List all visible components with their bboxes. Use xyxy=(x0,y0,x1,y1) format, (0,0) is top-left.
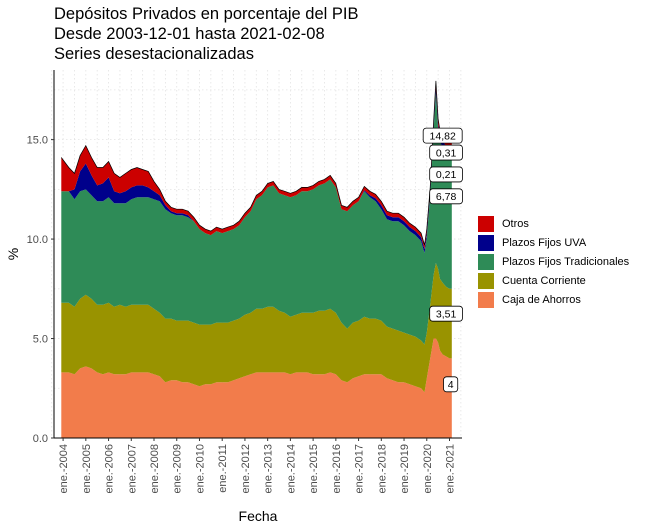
y-tick-label: 15.0 xyxy=(27,135,48,147)
legend-swatch xyxy=(478,291,494,308)
value-label: 0,21 xyxy=(436,169,457,181)
legend-item: Plazos Fijos UVA xyxy=(478,233,629,252)
area-cuenta-corriente xyxy=(61,263,452,393)
value-label-box xyxy=(429,144,463,161)
x-tick-label: ene.-2014 xyxy=(285,444,297,494)
value-label-box xyxy=(429,305,463,322)
chart-title-line-3: Series desestacionalizadas xyxy=(54,45,254,63)
x-tick-label: ene.-2012 xyxy=(240,444,252,494)
x-tick-label: ene.-2015 xyxy=(308,444,320,494)
legend-label: Plazos Fijos Tradicionales xyxy=(502,255,630,268)
x-tick-label: ene.-2016 xyxy=(331,444,343,494)
x-axis-title: Fecha xyxy=(239,508,278,524)
x-tick-label: ene.-2005 xyxy=(81,444,93,494)
x-tick-label: ene.-2010 xyxy=(194,444,206,494)
x-tick-label: ene.-2006 xyxy=(104,444,116,494)
legend-swatch xyxy=(478,234,494,251)
legend: Otros Plazos Fijos UVA Plazos Fijos Tradic… xyxy=(478,214,629,309)
x-tick-label: ene.-2009 xyxy=(172,444,184,494)
x-tick-label: ene.-2013 xyxy=(263,444,275,494)
legend-label: Caja de Ahorros xyxy=(502,293,581,306)
area-caja-de-ahorros xyxy=(61,338,452,438)
x-tick-label: ene.-2019 xyxy=(399,444,411,494)
legend-swatch xyxy=(478,253,494,270)
value-label: 4 xyxy=(448,379,454,391)
chart-title-line-1: Depósitos Privados en porcentaje del PIB xyxy=(54,5,359,23)
y-tick-label: 10.0 xyxy=(27,234,48,246)
legend-item: Plazos Fijos Tradicionales xyxy=(478,252,629,271)
legend-label: Cuenta Corriente xyxy=(502,274,586,287)
y-tick-label: 0.0 xyxy=(33,433,48,445)
legend-item: Cuenta Corriente xyxy=(478,271,629,290)
y-tick-label: 5.0 xyxy=(33,334,48,346)
x-tick-label: ene.-2004 xyxy=(58,444,70,494)
value-label: 14,82 xyxy=(430,130,456,142)
value-label-box xyxy=(429,188,463,205)
legend-item: Otros xyxy=(478,214,629,233)
value-label: 6,78 xyxy=(436,191,457,203)
x-tick-label: ene.-2007 xyxy=(126,444,138,494)
value-label-box xyxy=(422,127,463,144)
x-tick-label: ene.-2020 xyxy=(422,444,434,494)
x-tick-label: ene.-2018 xyxy=(376,444,388,494)
x-tick-label: ene.-2021 xyxy=(444,444,456,494)
legend-swatch xyxy=(478,215,494,232)
value-label-box xyxy=(443,376,459,393)
legend-label: Otros xyxy=(502,217,529,230)
value-label-box xyxy=(429,166,463,183)
total-outline xyxy=(61,80,452,246)
y-axis-title: % xyxy=(5,248,21,260)
x-tick-label: ene.-2011 xyxy=(217,444,229,493)
chart-title-line-2: Desde 2003-12-01 hasta 2021-02-08 xyxy=(54,25,325,43)
x-tick-label: ene.-2017 xyxy=(354,444,366,494)
legend-swatch xyxy=(478,272,494,289)
value-label: 0,31 xyxy=(436,147,457,159)
area-plazos-fijos-tradicionales xyxy=(61,91,452,345)
x-tick-label: ene.-2008 xyxy=(149,444,161,494)
legend-item: Caja de Ahorros xyxy=(478,290,629,309)
legend-label: Plazos Fijos UVA xyxy=(502,236,587,249)
value-label: 3,51 xyxy=(436,308,457,320)
